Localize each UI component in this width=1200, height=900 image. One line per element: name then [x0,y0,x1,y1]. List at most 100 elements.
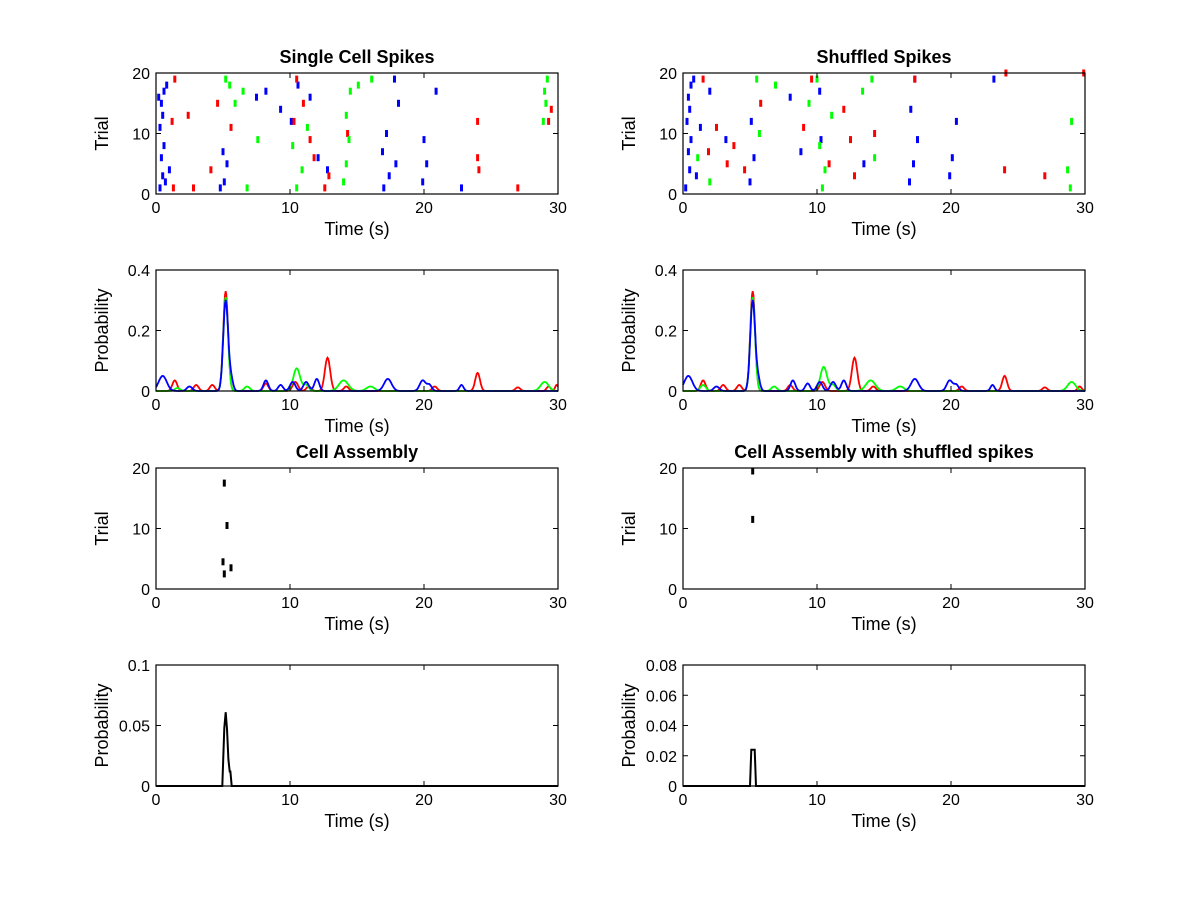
x-tick-label: 10 [808,397,826,414]
spike-mark [1068,184,1072,192]
spike-mark [751,515,755,523]
spike-mark [708,87,712,95]
spike-mark [708,178,712,186]
spike-mark [686,93,690,101]
spike-mark [748,178,752,186]
spike-mark [873,154,877,162]
spike-mark [810,75,814,83]
y-tick-label: 0.05 [119,719,150,736]
spike-mark [688,105,692,113]
spike-mark [685,117,689,125]
x-tick-label: 10 [281,595,299,612]
spike-mark [476,154,480,162]
spike-mark [158,184,162,192]
series-line [683,297,1086,392]
plot-area [157,75,553,192]
spike-mark [296,81,300,89]
spike-mark [818,142,822,150]
spike-mark [692,75,696,83]
y-tick-label: 0.04 [646,719,677,736]
spike-mark [222,178,226,186]
y-tick-label: 0 [141,187,150,204]
y-tick-label: 0 [141,779,150,796]
spike-mark [222,570,226,578]
x-axis-label: Time (s) [324,614,389,634]
subplot-6: 0 10 20 30 0 10 20 Time (s) Trial Cell Assembly w… [619,442,1094,634]
spike-mark [245,184,249,192]
x-axis-label: Time (s) [851,811,916,831]
x-tick-label: 20 [415,200,433,217]
spike-mark [157,93,161,101]
spike-mark [1066,166,1070,174]
spike-mark [823,166,827,174]
spike-mark [689,81,693,89]
subplot-1: 0 10 20 30 0 10 20 Time (s) Trial Single Cell Spi… [92,47,567,239]
x-axis-label: Time (s) [324,811,389,831]
spike-mark [289,117,293,125]
spike-mark [370,75,374,83]
spike-mark [224,75,228,83]
series-line [683,748,1085,787]
x-tick-label: 0 [679,595,688,612]
spike-mark [701,75,705,83]
spike-mark [241,87,245,95]
spike-mark [544,99,548,107]
y-tick-label: 0 [668,384,677,401]
spike-mark [842,105,846,113]
spike-mark [292,117,296,125]
spike-mark [209,166,213,174]
plot-area [682,291,1086,392]
spike-mark [159,154,163,162]
spike-mark [759,99,763,107]
spike-mark [291,142,295,150]
y-axis-label: Probability [619,683,639,767]
x-tick-label: 0 [152,397,161,414]
spike-mark [686,148,690,156]
y-tick-label: 20 [132,66,150,83]
spike-mark [543,87,547,95]
spike-mark [387,172,391,180]
spike-mark [873,130,877,137]
y-tick-label: 10 [132,522,150,539]
spike-mark [815,75,819,83]
plot-area [683,748,1085,787]
spike-mark [689,136,693,144]
x-tick-label: 20 [942,595,960,612]
axes-frame [682,467,1086,590]
y-axis-label: Trial [619,511,639,545]
spike-mark [323,184,327,192]
spike-mark [912,160,915,168]
y-tick-label: 0 [141,384,150,401]
spike-mark [421,178,425,186]
spike-mark [752,154,756,162]
x-tick-label: 10 [808,792,826,809]
series-line [683,291,1086,392]
spike-mark [382,184,386,192]
spike-mark [308,93,312,101]
spike-mark [385,130,388,137]
spike-mark [516,184,520,192]
x-tick-label: 20 [942,792,960,809]
plot-title: Cell Assembly with shuffled spikes [734,442,1033,462]
x-tick-label: 30 [549,595,567,612]
spike-mark [295,75,299,83]
y-tick-label: 0 [668,582,677,599]
y-tick-label: 0.2 [128,324,150,341]
spike-mark [221,558,225,566]
spike-mark [422,136,426,144]
spike-mark [161,111,165,119]
axes-frame [155,467,559,590]
y-tick-label: 10 [132,127,150,144]
x-tick-label: 20 [415,595,433,612]
axes-frame [155,72,559,195]
spike-mark [305,123,309,131]
spike-mark [344,111,348,119]
spike-mark [707,148,710,156]
spike-mark [799,148,803,156]
spike-mark [807,99,811,107]
spike-mark [316,154,320,162]
spike-mark [229,564,233,572]
spike-mark [161,172,165,180]
spike-mark [549,105,553,113]
spike-mark [308,136,312,144]
